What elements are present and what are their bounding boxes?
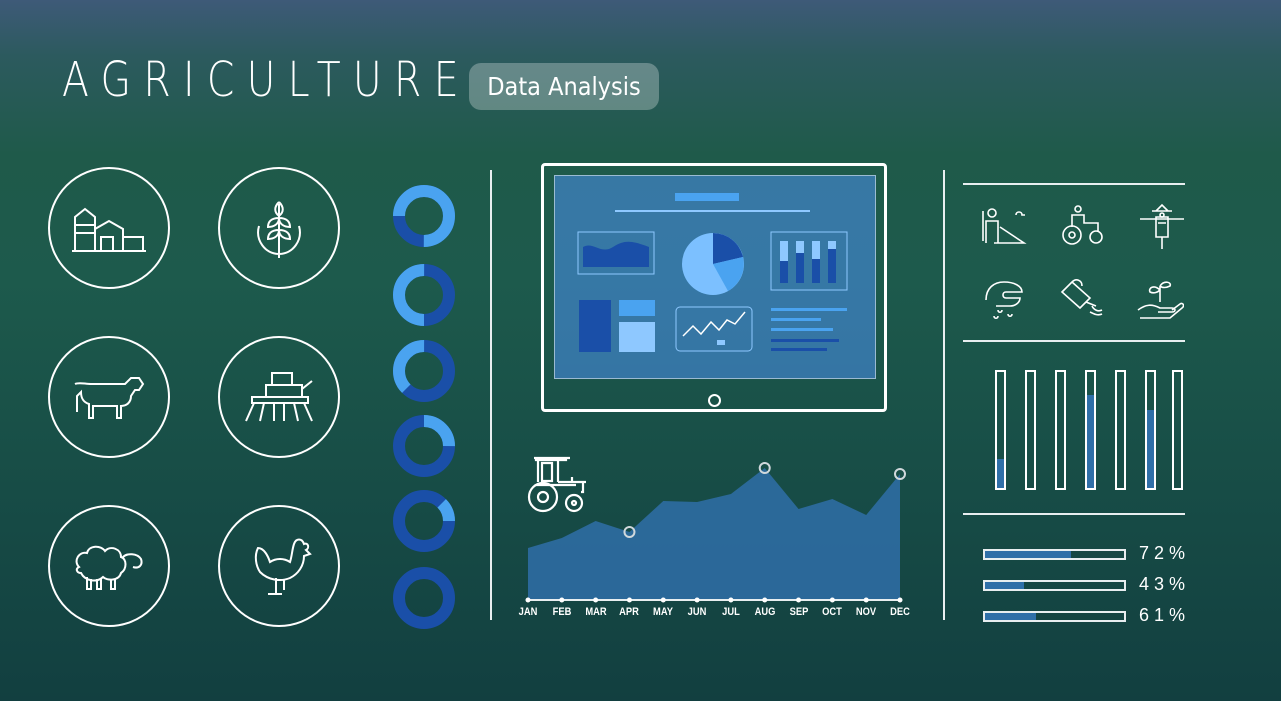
x-tick bbox=[762, 597, 768, 603]
screen-text-line bbox=[771, 339, 839, 342]
x-tick bbox=[660, 597, 666, 603]
highlight-point bbox=[894, 468, 906, 480]
progress-bar-1 bbox=[983, 549, 1126, 560]
vertical-bar bbox=[1172, 370, 1183, 490]
vertical-bar bbox=[1115, 370, 1126, 490]
screen-text-line bbox=[771, 318, 821, 321]
tractor-farmer-icon bbox=[1062, 205, 1103, 245]
farmer-field-icon bbox=[982, 208, 1027, 244]
vertical-bar bbox=[1085, 370, 1096, 490]
vertical-bar bbox=[1055, 370, 1066, 490]
harvester-icon bbox=[218, 336, 340, 458]
x-tick-label: MAY bbox=[653, 606, 674, 618]
x-tick-label: JAN bbox=[518, 606, 538, 618]
bar-chart-icon bbox=[770, 231, 848, 291]
x-tick-label: APR bbox=[619, 606, 640, 618]
x-tick-label: MAR bbox=[584, 606, 607, 618]
progress-label-1: 72% bbox=[1139, 543, 1191, 563]
x-tick bbox=[728, 597, 734, 603]
divider bbox=[963, 513, 1185, 515]
sheep-icon bbox=[48, 505, 170, 627]
screen-rule bbox=[615, 210, 810, 212]
page-title: AGRICULTURE bbox=[62, 52, 471, 108]
progress-label-3: 61% bbox=[1139, 605, 1191, 625]
x-tick-label: JUL bbox=[722, 606, 740, 618]
progress-fill bbox=[985, 582, 1024, 589]
screen-block bbox=[619, 300, 655, 316]
tractor-icon bbox=[527, 456, 586, 513]
scarecrow-icon bbox=[1140, 203, 1184, 249]
monitor-illustration bbox=[541, 163, 887, 412]
progress-fill bbox=[985, 551, 1072, 558]
screen-block bbox=[619, 322, 655, 352]
monthly-area-chart bbox=[525, 462, 906, 603]
x-tick bbox=[796, 597, 802, 603]
donut-segment bbox=[393, 490, 455, 552]
x-tick bbox=[626, 597, 632, 603]
x-tick-label: FEB bbox=[552, 606, 572, 618]
x-tick-label: AUG bbox=[754, 606, 776, 618]
screen-text-line bbox=[771, 328, 833, 331]
highlight-point bbox=[758, 462, 771, 474]
x-tick-label: OCT bbox=[822, 606, 843, 618]
x-tick bbox=[593, 597, 599, 603]
donut-segment bbox=[393, 185, 455, 247]
x-tick-label: NOV bbox=[856, 606, 877, 618]
cow-icon bbox=[48, 336, 170, 458]
vertical-bar bbox=[1025, 370, 1036, 490]
monitor-button bbox=[708, 394, 721, 407]
progress-bar-3 bbox=[983, 611, 1126, 622]
area-series bbox=[528, 468, 900, 600]
vertical-bar bbox=[1145, 370, 1156, 490]
divider bbox=[490, 170, 492, 620]
x-tick bbox=[694, 597, 700, 603]
vertical-bar bbox=[995, 370, 1006, 490]
hand-sprout-icon bbox=[1137, 281, 1184, 319]
x-tick bbox=[525, 597, 531, 603]
x-tick-label: DEC bbox=[890, 606, 910, 618]
screen-block bbox=[579, 300, 611, 352]
hand-seeds-icon bbox=[985, 281, 1023, 320]
line-chart-icon bbox=[675, 306, 753, 352]
pie-chart-icon bbox=[682, 233, 744, 295]
donut-segment bbox=[393, 415, 455, 477]
x-tick bbox=[559, 597, 565, 603]
progress-label-2: 43% bbox=[1139, 574, 1191, 594]
progress-bar-2 bbox=[983, 580, 1126, 591]
farm-barn-icon bbox=[48, 167, 170, 289]
x-tick bbox=[863, 597, 869, 603]
highlight-point bbox=[623, 526, 636, 538]
data-analysis-badge: Data Analysis bbox=[469, 63, 659, 110]
screen-text-line bbox=[771, 348, 827, 351]
screen-heading-bar bbox=[675, 193, 739, 201]
wheat-icon bbox=[218, 167, 340, 289]
x-tick bbox=[897, 597, 903, 603]
x-tick-label: JUN bbox=[687, 606, 707, 618]
donut-column bbox=[393, 185, 455, 629]
x-tick bbox=[829, 597, 835, 603]
divider bbox=[963, 183, 1185, 185]
x-tick-label: SEP bbox=[789, 606, 808, 618]
screen-text-line bbox=[771, 308, 847, 311]
wave-chart-icon bbox=[577, 231, 655, 275]
monitor-screen bbox=[554, 175, 876, 379]
donut-segment bbox=[393, 264, 455, 326]
watering-can-icon bbox=[1060, 279, 1103, 316]
donut-segment bbox=[393, 340, 455, 402]
bar-fill bbox=[997, 459, 1004, 488]
progress-fill bbox=[985, 613, 1037, 620]
bar-fill bbox=[1147, 410, 1154, 488]
bar-fill bbox=[1087, 395, 1094, 488]
donut-track bbox=[393, 567, 455, 629]
rooster-icon bbox=[218, 505, 340, 627]
divider bbox=[963, 340, 1185, 342]
divider bbox=[943, 170, 945, 620]
